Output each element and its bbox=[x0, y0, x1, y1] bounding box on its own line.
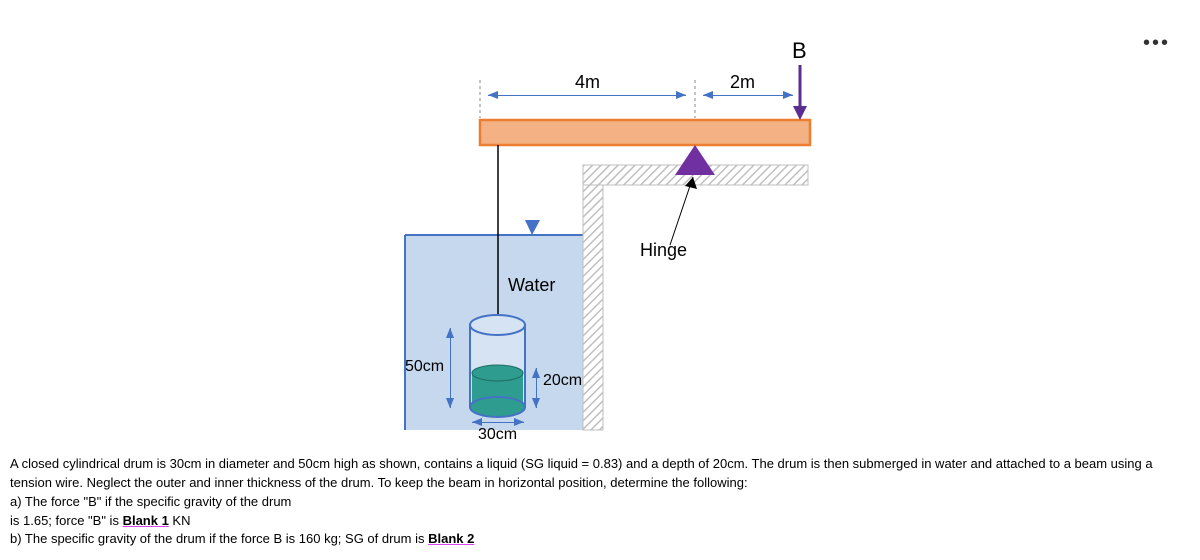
dim-30cm-label: 30cm bbox=[478, 426, 517, 444]
problem-text: A closed cylindrical drum is 30cm in dia… bbox=[10, 455, 1190, 549]
problem-part-b: b) The specific gravity of the drum if t… bbox=[10, 530, 1190, 549]
drum-top bbox=[470, 315, 525, 335]
dim-50cm-arrow bbox=[450, 328, 451, 408]
hinge-triangle bbox=[675, 145, 715, 175]
beam bbox=[480, 120, 810, 145]
problem-part-a-line2: is 1.65; force "B" is Blank 1 KN bbox=[10, 512, 1190, 531]
force-b-arrow bbox=[793, 106, 807, 120]
problem-intro: A closed cylindrical drum is 30cm in dia… bbox=[10, 455, 1190, 493]
water-surface-marker bbox=[525, 220, 540, 235]
label-force-b: B bbox=[792, 38, 807, 64]
wall-vertical bbox=[583, 165, 603, 430]
dim-20cm-arrow bbox=[536, 368, 537, 408]
dim-2m-arrow bbox=[703, 95, 793, 96]
drum-bottom bbox=[470, 397, 525, 417]
problem-part-a-line1: a) The force "B" if the specific gravity… bbox=[10, 493, 1190, 512]
dim-50cm-label: 50cm bbox=[405, 358, 444, 376]
dim-20cm-label: 20cm bbox=[543, 372, 582, 390]
label-hinge: Hinge bbox=[640, 240, 687, 261]
label-water: Water bbox=[508, 275, 555, 296]
blank-1[interactable]: Blank 1 bbox=[123, 513, 169, 528]
dim-30cm-arrow bbox=[472, 422, 524, 423]
dim-2m-label: 2m bbox=[730, 72, 755, 93]
drum-liquid-top bbox=[472, 365, 523, 381]
dim-4m-arrow bbox=[488, 95, 686, 96]
dim-4m-label: 4m bbox=[575, 72, 600, 93]
blank-2[interactable]: Blank 2 bbox=[428, 531, 474, 546]
